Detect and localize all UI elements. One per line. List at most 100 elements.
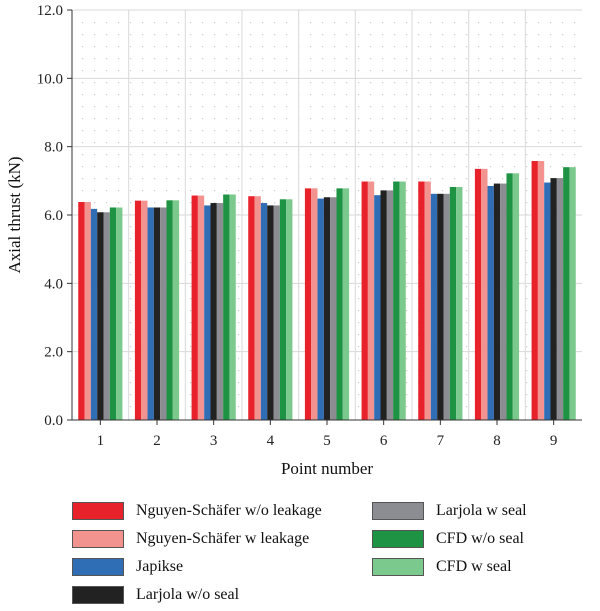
x-tick-label: 3 (210, 433, 218, 449)
bar (229, 194, 236, 420)
bar (500, 183, 507, 420)
legend-item-cfd-wo-seal: CFD w/o seal (372, 528, 524, 550)
legend-item-larjola-w-seal: Larjola w seal (372, 500, 527, 522)
bar (197, 195, 205, 420)
bar (223, 194, 230, 420)
bar (531, 161, 538, 420)
x-tick-label: 5 (323, 433, 331, 449)
chart: 0.0 2.0 4.0 6.0 8.0 10.0 12.0 1 2 3 4 5 6 7 8 9 Point … (5, 3, 582, 478)
y-tick-label: 10.0 (37, 71, 63, 87)
bar (380, 190, 387, 420)
bar (260, 203, 268, 420)
bar (317, 198, 324, 420)
x-ticks: 1 2 3 4 5 6 7 8 9 (97, 420, 558, 449)
x-tick-label: 1 (97, 433, 105, 449)
bar (116, 207, 123, 420)
bar (323, 197, 331, 420)
legend-swatch (372, 530, 424, 548)
legend-label: Larjola w/o seal (136, 586, 240, 603)
legend-label: Larjola w seal (436, 502, 527, 519)
bar (430, 193, 438, 420)
bar (399, 181, 406, 420)
legend-label: CFD w/o seal (436, 530, 524, 547)
bar (273, 205, 280, 420)
y-axis-title: Axial thrust (kN) (5, 156, 24, 273)
bar (216, 203, 224, 420)
bar (90, 208, 98, 420)
bar (254, 196, 261, 420)
y-tick-label: 2.0 (44, 345, 63, 361)
bar (456, 186, 463, 420)
legend-swatch (72, 530, 124, 548)
bar (474, 168, 482, 420)
bar (103, 212, 110, 420)
bar (437, 193, 444, 420)
bar (134, 200, 142, 420)
bar (204, 205, 211, 420)
bar (84, 202, 91, 420)
x-axis-title: Point number (281, 459, 373, 478)
y-tick-label: 4.0 (44, 276, 63, 292)
bar (248, 196, 255, 420)
legend-item-nguyen-w-leakage: Nguyen-Schäfer w leakage (72, 528, 309, 550)
bar (141, 200, 148, 420)
y-tick-label: 0.0 (44, 413, 63, 429)
bar (147, 207, 154, 420)
bar (569, 167, 576, 420)
bar (443, 193, 450, 420)
legend-item-larjola-wo-seal: Larjola w/o seal (72, 584, 239, 606)
bar (342, 188, 350, 420)
bar (267, 205, 274, 420)
bar (304, 188, 312, 420)
legend-swatch (72, 586, 124, 604)
legend-label: CFD w seal (436, 558, 512, 575)
bar (279, 199, 287, 420)
x-tick-label: 4 (267, 433, 275, 449)
legend-swatch (372, 502, 424, 520)
x-tick-label: 8 (493, 433, 501, 449)
bar (493, 183, 501, 420)
bar (393, 181, 400, 420)
legend-item-cfd-w-seal: CFD w seal (372, 556, 512, 578)
bar (330, 197, 337, 420)
bar (361, 181, 368, 420)
bar (386, 190, 394, 420)
bar (166, 200, 173, 420)
bar (563, 167, 570, 420)
bars (78, 161, 576, 420)
bar (506, 173, 513, 420)
bar (210, 203, 217, 420)
bar (424, 181, 431, 420)
bar (481, 168, 488, 420)
bar (78, 202, 85, 420)
bar (172, 200, 180, 420)
bar (191, 195, 198, 420)
bar (374, 195, 381, 420)
y-tick-label: 12.0 (37, 3, 63, 19)
legend-swatch (372, 558, 424, 576)
bar (487, 185, 494, 420)
x-tick-label: 6 (380, 433, 388, 449)
x-tick-label: 7 (437, 433, 445, 449)
bar (512, 173, 520, 420)
bar (418, 181, 425, 420)
bar (160, 207, 167, 420)
legend: Nguyen-Schäfer w/o leakage Nguyen-Schäfe… (72, 500, 592, 610)
bar (153, 207, 161, 420)
legend-label: Nguyen-Schäfer w leakage (136, 530, 310, 547)
legend-swatch (72, 558, 124, 576)
y-ticks: 0.0 2.0 4.0 6.0 8.0 10.0 12.0 (37, 3, 72, 429)
y-tick-label: 6.0 (44, 208, 63, 224)
legend-swatch (72, 502, 124, 520)
bar (109, 207, 117, 420)
y-tick-label: 8.0 (44, 140, 63, 156)
x-tick-label: 9 (550, 433, 558, 449)
bar (286, 199, 293, 420)
bar (336, 188, 343, 420)
x-tick-label: 2 (153, 433, 161, 449)
legend-label: Japikse (136, 558, 184, 575)
bar (367, 181, 375, 420)
bar (550, 178, 557, 420)
bar (449, 186, 457, 420)
bar (311, 188, 318, 420)
